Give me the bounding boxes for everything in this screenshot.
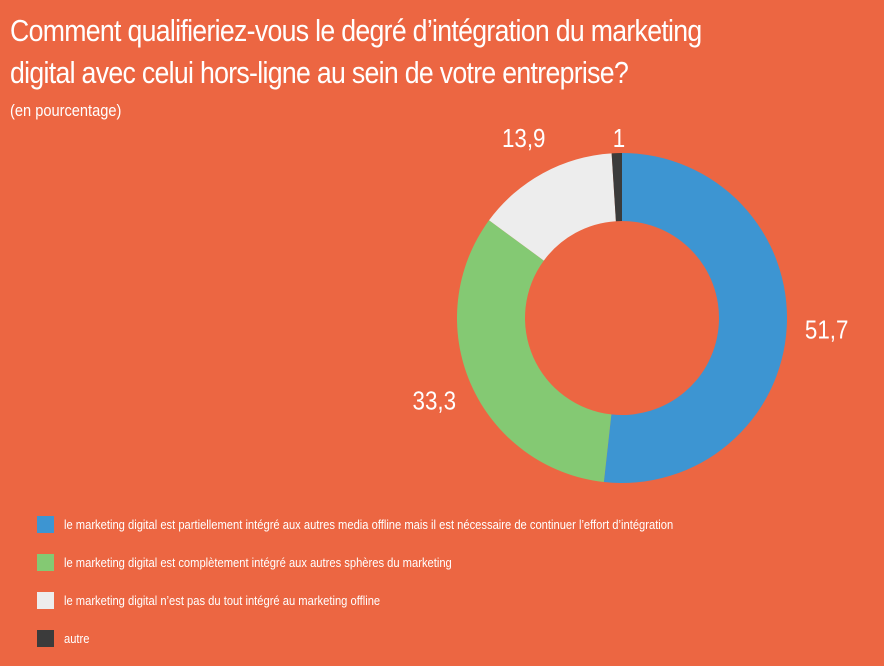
chart-title: Comment qualifieriez-vous le degré d’int… <box>10 10 702 94</box>
legend-label: le marketing digital est partiellement i… <box>64 516 674 532</box>
slice-not-integrated <box>489 153 616 261</box>
legend-label: le marketing digital n’est pas du tout i… <box>64 592 381 608</box>
legend-label: autre <box>64 630 90 646</box>
legend-item-partially-integrated: le marketing digital est partiellement i… <box>37 514 772 534</box>
slice-label-partially-integrated: 51,7 <box>805 316 848 345</box>
chart-title-line-1: Comment qualifieriez-vous le degré d’int… <box>10 13 702 48</box>
legend-item-other: autre <box>37 628 772 648</box>
legend: le marketing digital est partiellement i… <box>37 514 772 666</box>
legend-swatch-blue <box>37 515 54 533</box>
slice-label-other: 1 <box>613 124 625 153</box>
legend-swatch-green <box>37 553 54 571</box>
legend-label: le marketing digital est complètement in… <box>64 554 452 570</box>
legend-swatch-dark <box>37 629 54 647</box>
legend-item-not-integrated: le marketing digital n’est pas du tout i… <box>37 590 772 610</box>
legend-item-fully-integrated: le marketing digital est complètement in… <box>37 552 772 572</box>
slice-other <box>611 153 622 222</box>
slice-fully-integrated <box>457 220 612 483</box>
slice-label-not-integrated: 13,9 <box>502 125 545 154</box>
slice-label-fully-integrated: 33,3 <box>413 387 456 416</box>
legend-swatch-light <box>37 591 54 609</box>
chart-title-line-2: digital avec celui hors-ligne au sein de… <box>10 55 629 90</box>
chart-subtitle: (en pourcentage) <box>10 101 122 120</box>
slice-partially-integrated <box>603 152 788 483</box>
